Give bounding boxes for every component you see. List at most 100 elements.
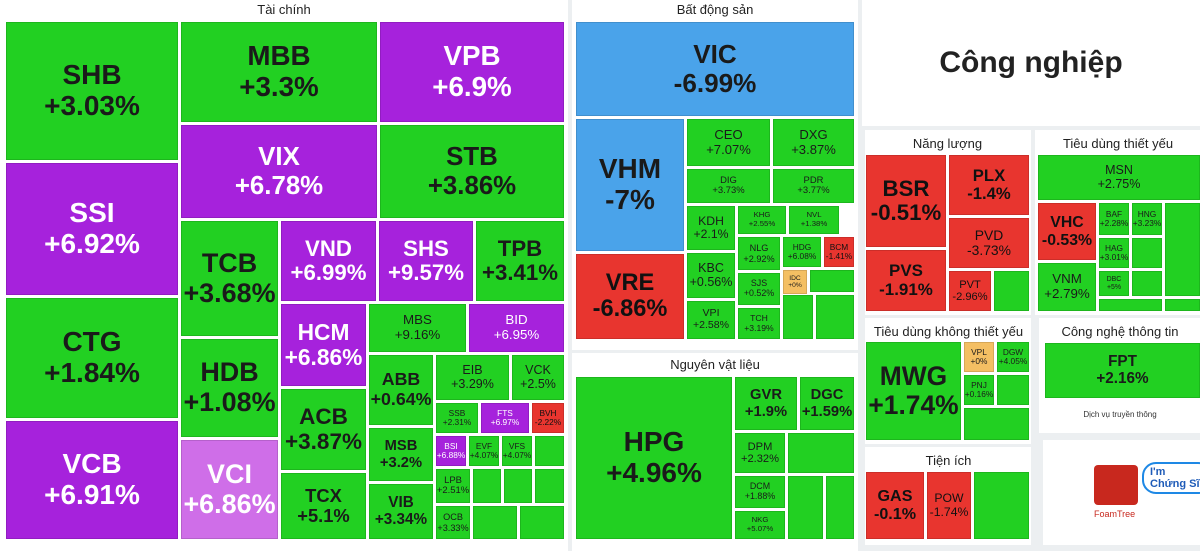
- ticker: MSN: [1105, 162, 1133, 177]
- ticker: ACB: [299, 403, 348, 429]
- filler-tile: [1132, 271, 1162, 296]
- change: +3.2%: [379, 454, 423, 471]
- tile: LPB +2.51%: [436, 469, 470, 503]
- filler-tile: [473, 469, 501, 503]
- ticker: KHG: [753, 210, 771, 220]
- change: +7.07%: [706, 141, 751, 157]
- ticker: VCK: [525, 362, 551, 377]
- tile: SSI +6.92%: [6, 163, 178, 295]
- filler-tile: [1132, 238, 1162, 268]
- filler-tile: [964, 408, 1029, 440]
- ticker: SHB: [62, 59, 122, 91]
- ticker: MWG: [879, 360, 948, 391]
- change: +9.16%: [394, 327, 441, 342]
- ticker: CEO: [714, 127, 743, 143]
- ticker: VCB: [62, 448, 122, 480]
- change: +3.68%: [183, 277, 276, 308]
- change: +3.03%: [44, 90, 140, 121]
- ticker: PVD: [974, 226, 1004, 243]
- tile: PLX -1.4%: [949, 155, 1029, 215]
- tile: GVR +1.9%: [735, 377, 797, 430]
- tile: BSR -0.51%: [866, 155, 946, 247]
- sector-title: Tiêu dùng thiết yếu: [1062, 136, 1174, 151]
- tile: PDR +3.77%: [773, 169, 854, 203]
- ticker: DGW: [1002, 346, 1024, 357]
- filler-tile: [535, 436, 564, 466]
- ticker: OCB: [443, 512, 463, 523]
- ticker: BID: [505, 312, 528, 328]
- change: +3.77%: [797, 185, 830, 196]
- tile: TCX +5.1%: [281, 473, 366, 539]
- tile: HPG +4.96%: [576, 377, 732, 539]
- tile: BAF +2.28%: [1099, 203, 1129, 235]
- ticker: NKG: [751, 515, 769, 525]
- change: +4.07%: [502, 450, 532, 460]
- ticker: BVH: [539, 407, 557, 418]
- filler-tile: [535, 469, 564, 503]
- change: +2.16%: [1096, 369, 1149, 387]
- change: +1.9%: [744, 403, 788, 420]
- change: +6.95%: [493, 327, 540, 342]
- change: -6.86%: [592, 295, 668, 322]
- tile: DCM +1.88%: [735, 476, 785, 508]
- change: +2.92%: [743, 253, 775, 264]
- tile: VPB +6.9%: [380, 22, 564, 122]
- change: +6.91%: [44, 479, 140, 510]
- ticker: SJS: [750, 278, 768, 289]
- filler-tile: [1165, 203, 1200, 296]
- tile: VHM -7%: [576, 119, 684, 251]
- tile: DGC +1.59%: [800, 377, 854, 430]
- ticker: NVL: [806, 210, 822, 220]
- change: +9.57%: [388, 260, 464, 285]
- tile: EVF +4.07%: [469, 436, 499, 466]
- logo-text: FoamTree: [1094, 509, 1136, 519]
- ticker: TCH: [750, 313, 768, 324]
- tile: MSB +3.2%: [369, 428, 433, 481]
- ticker: LPB: [444, 474, 462, 486]
- ticker: HNG: [1137, 208, 1157, 219]
- change: -2.96%: [952, 291, 988, 303]
- tile: SSB +2.31%: [436, 403, 478, 433]
- change: +1.88%: [744, 491, 776, 501]
- change: -3.73%: [967, 242, 1011, 258]
- ticker: DBC: [1106, 275, 1122, 283]
- logo-icon: [1094, 465, 1138, 505]
- ticker: VIC: [693, 39, 737, 70]
- change: +3.33%: [437, 522, 469, 533]
- change: +3.86%: [427, 171, 517, 200]
- tile: VCB +6.91%: [6, 421, 178, 539]
- tile: TCH +3.19%: [738, 308, 780, 339]
- change: +4.96%: [606, 457, 702, 488]
- tile: NLG +2.92%: [738, 237, 780, 270]
- change: +5%: [1106, 283, 1122, 291]
- ticker: POW: [934, 491, 964, 506]
- tile: HAG +3.01%: [1099, 238, 1129, 268]
- filler-tile: [997, 375, 1029, 405]
- change: +2.31%: [442, 417, 472, 427]
- tile: CTG +1.84%: [6, 298, 178, 418]
- ticker: PLX: [972, 165, 1006, 185]
- filler-tile: [1165, 299, 1200, 311]
- ticker: TCB: [201, 247, 258, 278]
- filler-tile: [520, 506, 564, 539]
- tile: MSN +2.75%: [1038, 155, 1200, 200]
- change: +2.1%: [693, 227, 729, 241]
- tile: TCB +3.68%: [181, 221, 278, 336]
- tile: MWG +1.74%: [866, 342, 961, 440]
- filler-tile: [810, 270, 854, 292]
- ticker: HDB: [200, 357, 259, 388]
- ticker: VIX: [258, 143, 300, 172]
- sector-title: Năng lượng: [912, 136, 983, 151]
- change: +0%: [970, 356, 988, 366]
- ticker: VHM: [598, 153, 662, 185]
- ticker: VRE: [605, 269, 655, 296]
- ticker: BSI: [444, 440, 458, 451]
- tile: BVH -2.22%: [532, 403, 564, 433]
- change: +1.59%: [801, 403, 853, 420]
- change: +0%: [788, 282, 802, 289]
- change: +6.86%: [284, 344, 363, 370]
- tile: KDH +2.1%: [687, 206, 735, 250]
- badge: I'm Chứng Sĩ: [1142, 462, 1200, 494]
- tile: MBB +3.3%: [181, 22, 377, 122]
- ticker: HPG: [623, 426, 685, 458]
